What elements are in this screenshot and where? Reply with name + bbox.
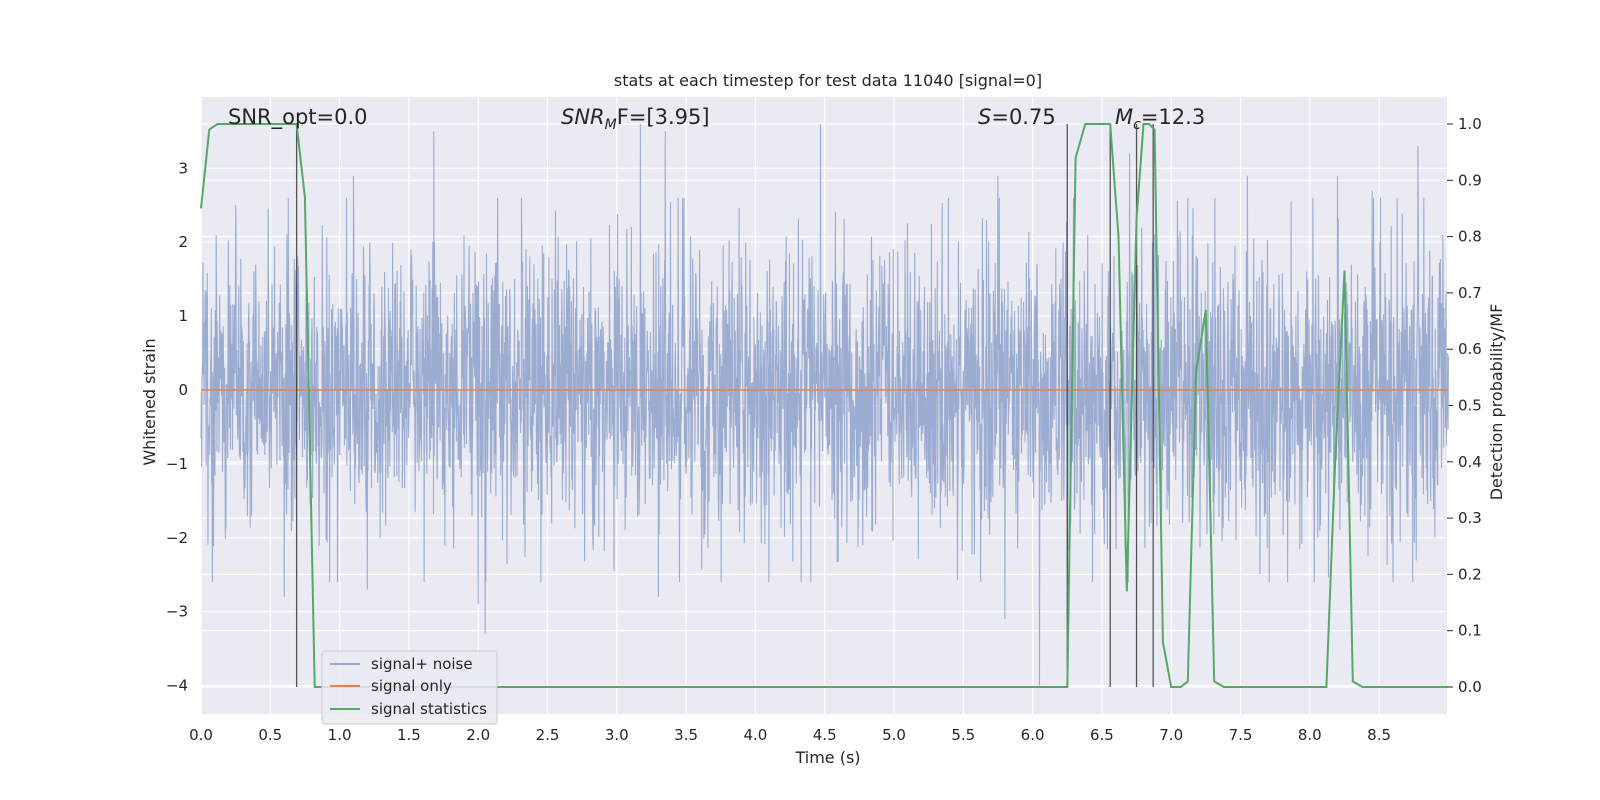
x-tick-label: 2.5 — [536, 726, 560, 744]
x-tick-label: 8.5 — [1367, 726, 1391, 744]
x-tick-label: 0.5 — [258, 726, 282, 744]
y-tick-label-right: 0.8 — [1458, 228, 1482, 246]
x-tick-label: 1.5 — [397, 726, 421, 744]
y-tick-label-right: 0.2 — [1458, 565, 1482, 583]
y-tick-label-right: 0.3 — [1458, 509, 1482, 527]
y-tick-label-right: 0.5 — [1458, 397, 1482, 415]
x-tick-label: 8.0 — [1298, 726, 1322, 744]
annotation-snr-opt: SNR_opt=0.0 — [228, 105, 368, 130]
annotation-snr-mf-tail: F=[3.95] — [617, 105, 710, 129]
y-axis-label: Whitened strain — [140, 338, 159, 465]
annotation-snr-mf-main: SNR — [561, 105, 605, 129]
x-tick-label: 3.0 — [605, 726, 629, 744]
legend-label-signal-noise: signal+ noise — [371, 655, 473, 673]
annotation-s-tail: =0.75 — [991, 105, 1055, 129]
x-tick-label: 2.0 — [466, 726, 490, 744]
chart-title: stats at each timestep for test data 110… — [614, 71, 1042, 90]
signal-statistics-line — [200, 123, 1449, 688]
x-tick-label: 5.0 — [882, 726, 906, 744]
x-tick-label: 0.0 — [189, 726, 213, 744]
x-tick-label: 7.5 — [1229, 726, 1253, 744]
x-axis-label: Time (s) — [794, 748, 860, 767]
y-tick-label-right: 0.7 — [1458, 284, 1482, 302]
y-tick-label-right: 1.0 — [1458, 115, 1482, 133]
x-tick-label: 3.5 — [674, 726, 698, 744]
y-tick-label: −1 — [166, 455, 188, 473]
annotation-mc-sub: c — [1133, 117, 1141, 133]
y-tick-label-right: 0.9 — [1458, 171, 1482, 189]
annotation-snr-mf-sub: M — [605, 117, 617, 133]
x-tick-label: 6.5 — [1090, 726, 1114, 744]
y-tick-label: 2 — [178, 233, 188, 251]
y-tick-label: −2 — [166, 529, 188, 547]
x-tick-label: 4.5 — [813, 726, 837, 744]
signal-noise-line — [200, 123, 1449, 686]
x-tick-label: 6.0 — [1021, 726, 1045, 744]
annotation-mc-main: M — [1115, 105, 1133, 129]
y-tick-label: −3 — [166, 603, 188, 621]
annotation-mc: Mc=12.3 — [1115, 105, 1205, 133]
y-tick-label-right: 0.0 — [1458, 678, 1482, 696]
tick-labels: 0.0 0.5 1.0 1.5 2.0 2.5 3.0 3.5 4.0 4.5 5.0 5.5 6.0 6… — [166, 115, 1482, 744]
x-tick-label: 1.0 — [328, 726, 352, 744]
series-signal-statistics — [200, 123, 1449, 688]
x-tick-label: 4.0 — [743, 726, 767, 744]
y-tick-label: 1 — [178, 307, 188, 325]
y-tick-label-right: 0.4 — [1458, 453, 1482, 471]
legend-label-signal-statistics: signal statistics — [371, 700, 487, 718]
legend-label-signal-only: signal only — [371, 677, 452, 695]
y-tick-label: 3 — [178, 159, 188, 177]
annotation-s-main: S — [978, 105, 991, 129]
x-tick-label: 7.0 — [1159, 726, 1183, 744]
legend-box — [321, 650, 498, 725]
annotation-snr-mf: SNRMF=[3.95] — [561, 105, 710, 133]
y-tick-label: 0 — [178, 381, 188, 399]
legend: signal+ noise signal only signal statist… — [321, 650, 498, 725]
y-axis-label-right: Detection probability/MF — [1487, 304, 1506, 501]
y-tick-label-right: 0.6 — [1458, 340, 1482, 358]
y-tick-label: −4 — [166, 677, 188, 695]
y-tick-label-right: 0.1 — [1458, 622, 1482, 640]
annotation-mc-tail: =12.3 — [1141, 105, 1205, 129]
x-tick-label: 5.5 — [951, 726, 975, 744]
annotation-s: S=0.75 — [978, 105, 1056, 129]
series-signal-noise — [200, 123, 1449, 686]
